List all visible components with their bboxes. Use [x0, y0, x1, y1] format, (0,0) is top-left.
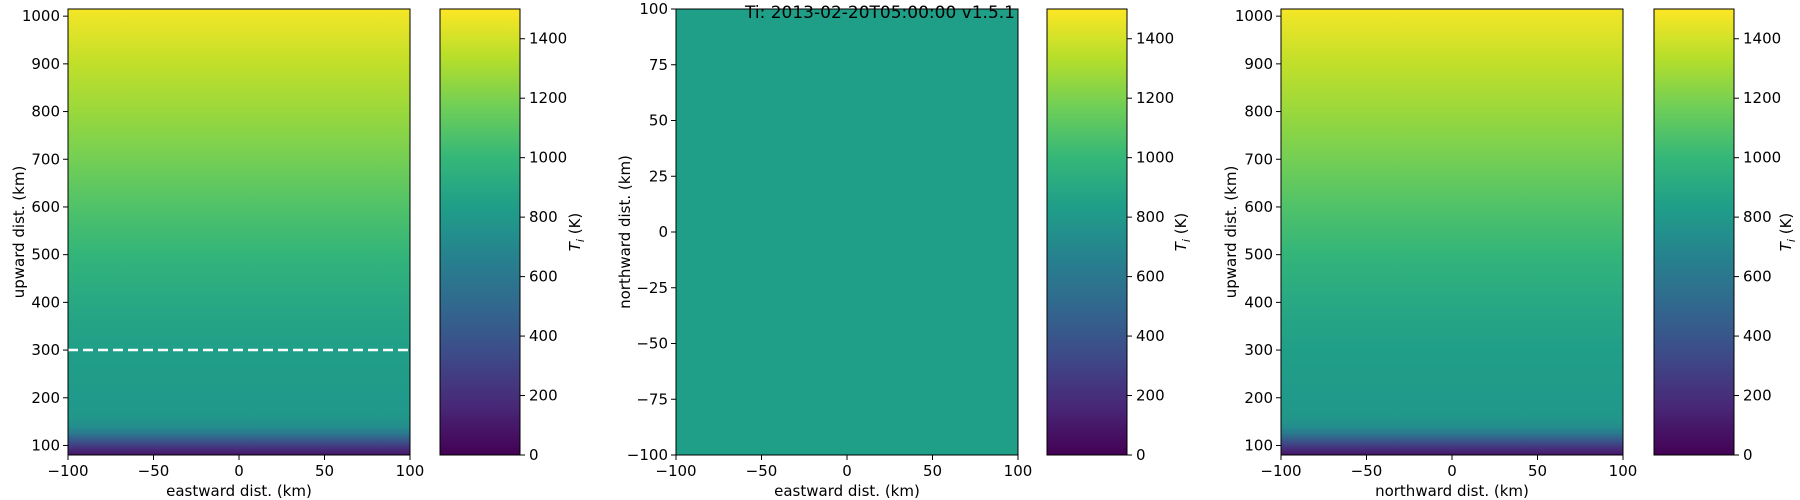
colorbar-tick-label: 800: [1136, 208, 1165, 226]
x-tick-label: −50: [746, 462, 778, 480]
x-tick-label: 50: [315, 462, 334, 480]
y-tick-label: 500: [31, 246, 60, 264]
x-tick-label: 0: [1447, 462, 1457, 480]
y-tick-label: 200: [1244, 389, 1273, 407]
x-axis-label: eastward dist. (km): [774, 482, 920, 500]
y-tick-label: 300: [1244, 341, 1273, 359]
colorbar-tick-label: 200: [1743, 387, 1772, 405]
y-tick-label: 1000: [22, 7, 60, 25]
colorbar-tick-label: 200: [529, 387, 558, 405]
x-axis-label: eastward dist. (km): [166, 482, 312, 500]
y-tick-label: 75: [649, 56, 668, 74]
y-tick-label: 800: [1244, 103, 1273, 121]
y-tick-label: −50: [636, 335, 668, 353]
y-axis-label: upward dist. (km): [1222, 166, 1240, 299]
colorbar-label: Ti (K): [1777, 213, 1798, 252]
y-tick-label: 800: [31, 103, 60, 121]
y-tick-label: 200: [31, 389, 60, 407]
x-tick-label: 100: [1004, 462, 1033, 480]
colorbar-tick-label: 1200: [1743, 89, 1781, 107]
colorbar-gradient: [1046, 8, 1128, 456]
colorbar-tick-label: 600: [1136, 268, 1165, 286]
x-tick-label: −100: [1260, 462, 1301, 480]
y-tick-label: 400: [1244, 293, 1273, 311]
y-tick-label: 0: [658, 223, 668, 241]
y-tick-label: 300: [31, 341, 60, 359]
colorbar: 0 200 400 600 800 1000 1200 1400 Ti (K): [1653, 8, 1798, 464]
y-tick-label: 100: [639, 0, 668, 18]
colorbar-label: Ti (K): [566, 213, 587, 252]
colorbar-tick-label: 1400: [1743, 30, 1781, 48]
y-tick-label: 100: [1244, 436, 1273, 454]
y-tick-label: −25: [636, 279, 668, 297]
x-tick-label: −50: [138, 462, 170, 480]
y-tick-label: 100: [31, 436, 60, 454]
y-tick-label: 900: [1244, 55, 1273, 73]
panels: −100 −50 0 50 100100200300400500600700800900…: [10, 0, 1798, 500]
colorbar-tick-label: 400: [1136, 327, 1165, 345]
colorbar-tick-label: 400: [1743, 327, 1772, 345]
panel-2: −100 −50 0 50 100 −100 −75 −50 −25 0 25 50 75 100 east…: [616, 0, 1193, 500]
x-tick-label: −50: [1351, 462, 1383, 480]
x-tick-label: 0: [842, 462, 852, 480]
x-tick-label: 0: [234, 462, 244, 480]
heatmap-image: [1281, 9, 1623, 455]
x-tick-label: 100: [1609, 462, 1638, 480]
y-axis-label: upward dist. (km): [10, 166, 28, 299]
x-tick-label: 100: [396, 462, 425, 480]
colorbar-label: Ti (K): [1172, 213, 1193, 252]
colorbar-gradient: [1653, 8, 1735, 456]
colorbar: 0 200 400 600 800 1000 1200 1400 Ti (K): [439, 8, 587, 464]
x-tick-label: 50: [1528, 462, 1547, 480]
colorbar-tick-label: 1000: [529, 149, 567, 167]
colorbar-tick-label: 1400: [1136, 30, 1174, 48]
colorbar-tick-label: 0: [529, 446, 539, 464]
colorbar-tick-label: 1000: [1136, 149, 1174, 167]
x-tick-label: 50: [923, 462, 942, 480]
y-tick-label: 400: [31, 293, 60, 311]
x-tick-label: −100: [47, 462, 88, 480]
x-axis-label: northward dist. (km): [1375, 482, 1529, 500]
heatmap-image: [676, 9, 1018, 455]
colorbar-tick-label: 1200: [1136, 89, 1174, 107]
colorbar-tick-label: 600: [529, 268, 558, 286]
colorbar: 0 200 400 600 800 1000 1200 1400 Ti (K): [1046, 8, 1193, 464]
colorbar-tick-label: 600: [1743, 268, 1772, 286]
y-tick-label: −75: [636, 390, 668, 408]
colorbar-tick-label: 1200: [529, 89, 567, 107]
heatmap-image: [68, 9, 410, 455]
colorbar-tick-label: 200: [1136, 387, 1165, 405]
y-axis-label: northward dist. (km): [616, 155, 634, 309]
colorbar-tick-label: 1000: [1743, 149, 1781, 167]
y-tick-label: 50: [649, 112, 668, 130]
y-tick-label: 600: [1244, 198, 1273, 216]
figure-suptitle: Ti: 2013-02-20T05:00:00 v1.5.1: [744, 3, 1015, 23]
y-tick-label: 700: [1244, 150, 1273, 168]
colorbar-tick-label: 0: [1136, 446, 1146, 464]
colorbar-gradient: [439, 8, 521, 456]
x-tick-label: −100: [655, 462, 696, 480]
colorbar-tick-label: 0: [1743, 446, 1753, 464]
y-tick-label: 600: [31, 198, 60, 216]
colorbar-tick-label: 800: [529, 208, 558, 226]
panel-3: −100 −50 0 50 100 100 200 300 400 500 600 700 800 900…: [1222, 7, 1798, 500]
y-tick-label: 25: [649, 167, 668, 185]
colorbar-tick-label: 1400: [529, 30, 567, 48]
colorbar-tick-label: 400: [529, 327, 558, 345]
y-tick-label: 500: [1244, 246, 1273, 264]
y-tick-label: 1000: [1235, 7, 1273, 25]
y-tick-label: 900: [31, 55, 60, 73]
y-tick-label: −100: [627, 446, 668, 464]
panel-1: −100 −50 0 50 100 100 200 300 400 500 600 700 800 900…: [10, 7, 587, 500]
y-tick-label: 700: [31, 150, 60, 168]
colorbar-tick-label: 800: [1743, 208, 1772, 226]
